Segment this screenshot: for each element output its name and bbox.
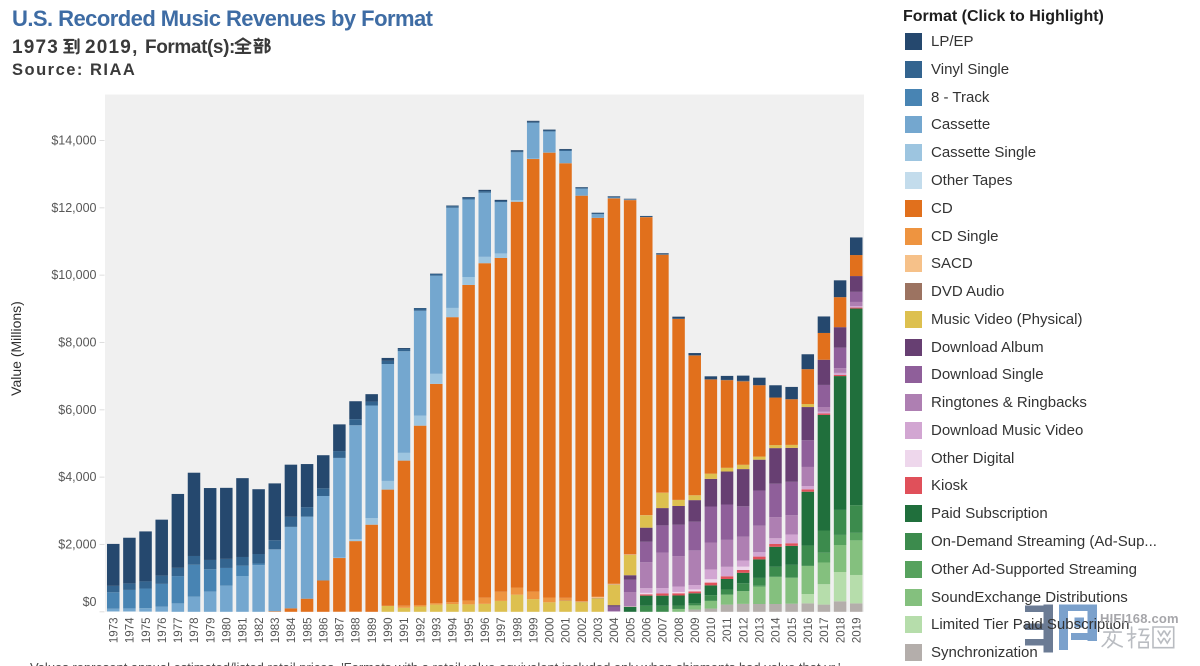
- svg-text:2005: 2005: [625, 618, 637, 644]
- svg-text:1994: 1994: [448, 617, 460, 643]
- svg-text:1995: 1995: [464, 618, 476, 644]
- svg-text:2001: 2001: [561, 618, 573, 644]
- svg-text:1984: 1984: [286, 617, 298, 643]
- svg-text:2014: 2014: [771, 617, 783, 643]
- svg-text:1973: 1973: [108, 618, 120, 644]
- svg-text:$14,000: $14,000: [51, 133, 96, 147]
- svg-text:1980: 1980: [222, 618, 234, 644]
- svg-text:1992: 1992: [415, 618, 427, 644]
- svg-text:1974: 1974: [125, 617, 137, 643]
- svg-text:2011: 2011: [722, 618, 734, 643]
- svg-text:1997: 1997: [496, 618, 508, 644]
- svg-text:1978: 1978: [189, 618, 201, 644]
- svg-text:2018: 2018: [835, 618, 847, 644]
- svg-text:1981: 1981: [238, 618, 250, 644]
- svg-text:2012: 2012: [738, 618, 750, 644]
- svg-text:1986: 1986: [318, 618, 330, 644]
- svg-text:2004: 2004: [609, 617, 621, 643]
- svg-text:2013: 2013: [755, 618, 767, 644]
- svg-text:1982: 1982: [254, 618, 266, 644]
- svg-text:1999: 1999: [528, 618, 540, 644]
- svg-text:1998: 1998: [512, 618, 524, 644]
- svg-text:$12,000: $12,000: [51, 201, 96, 215]
- svg-text:1985: 1985: [302, 618, 314, 644]
- svg-text:1989: 1989: [367, 618, 379, 644]
- svg-text:Value (Millions): Value (Millions): [8, 301, 24, 396]
- svg-text:1991: 1991: [399, 618, 411, 644]
- svg-text:2009: 2009: [690, 618, 702, 644]
- svg-text:2002: 2002: [577, 618, 589, 644]
- svg-text:$8,000: $8,000: [58, 335, 96, 349]
- svg-text:2003: 2003: [593, 618, 605, 644]
- svg-text:2008: 2008: [674, 618, 686, 644]
- svg-text:1979: 1979: [205, 618, 217, 644]
- svg-text:$6,000: $6,000: [58, 403, 96, 417]
- svg-text:1996: 1996: [480, 618, 492, 644]
- svg-text:$2,000: $2,000: [58, 537, 96, 551]
- svg-text:2016: 2016: [803, 618, 815, 644]
- svg-text:2019: 2019: [851, 618, 863, 644]
- svg-text:1975: 1975: [141, 618, 153, 644]
- svg-text:$10,000: $10,000: [51, 268, 96, 282]
- svg-text:1990: 1990: [383, 618, 395, 644]
- svg-text:$4,000: $4,000: [58, 470, 96, 484]
- svg-text:1983: 1983: [270, 618, 282, 644]
- svg-text:2000: 2000: [545, 618, 557, 644]
- svg-text:2015: 2015: [787, 618, 799, 644]
- svg-text:1976: 1976: [157, 618, 169, 644]
- svg-text:1987: 1987: [335, 618, 347, 644]
- svg-text:2007: 2007: [658, 618, 670, 644]
- svg-text:2010: 2010: [706, 618, 718, 644]
- svg-text:$0: $0: [83, 595, 97, 609]
- svg-text:2017: 2017: [819, 618, 831, 644]
- svg-text:1988: 1988: [351, 618, 363, 644]
- svg-text:1977: 1977: [173, 618, 185, 644]
- svg-text:1993: 1993: [431, 618, 443, 644]
- svg-text:2006: 2006: [641, 618, 653, 644]
